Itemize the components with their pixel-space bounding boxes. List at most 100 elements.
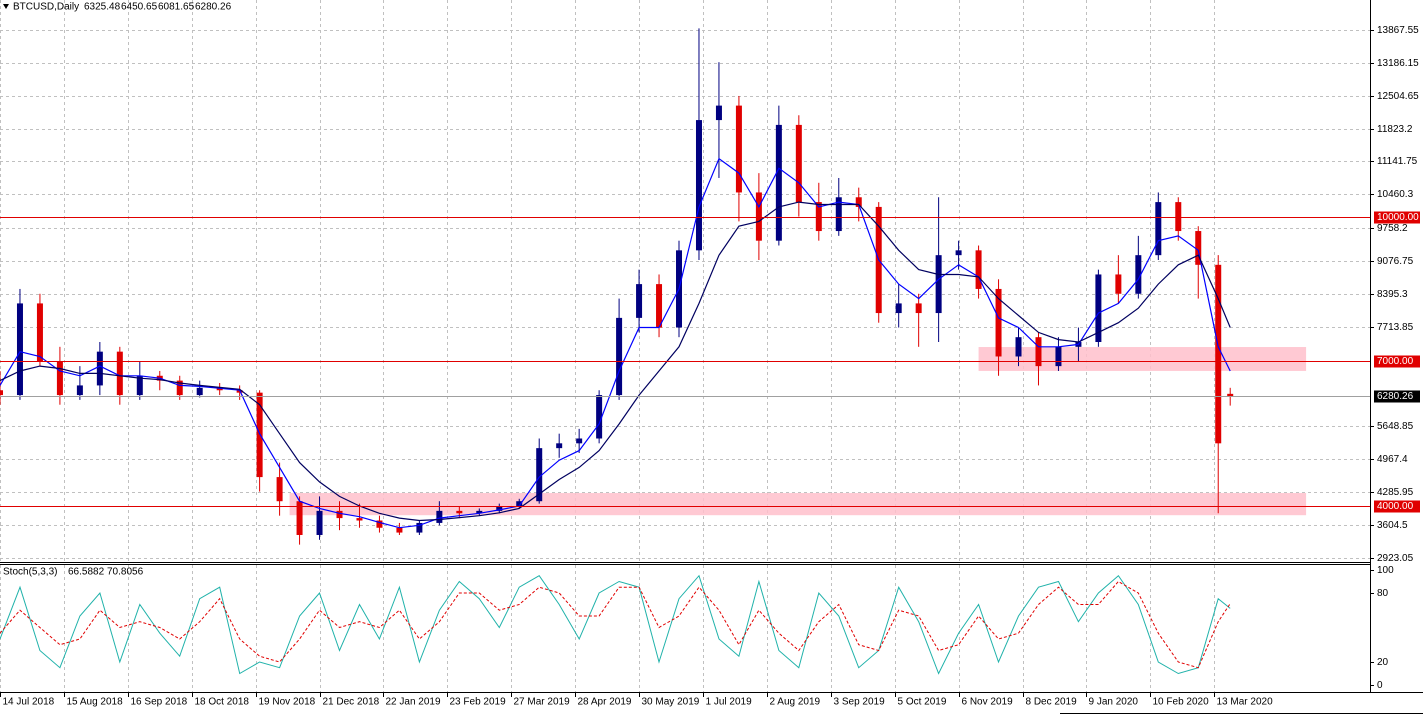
candle-body — [336, 510, 343, 519]
candle-body — [1195, 231, 1202, 265]
candle-body — [0, 390, 3, 396]
candle-body — [396, 527, 403, 533]
candle-body — [915, 303, 922, 314]
candle-body — [416, 522, 423, 533]
y-tick-label: 2923.05 — [1377, 553, 1414, 564]
candle-body — [476, 510, 483, 514]
level-label: 10000.00 — [1377, 212, 1419, 223]
x-tick-label: 2 Aug 2019 — [770, 697, 821, 708]
candle-body — [1215, 264, 1222, 444]
candle-body — [516, 501, 523, 507]
y-tick-label: 11823.2 — [1377, 124, 1413, 135]
y-tick-label: 13867.55 — [1377, 25, 1419, 36]
candle-body — [895, 303, 902, 314]
menu-arrow[interactable] — [3, 4, 9, 9]
candle-body — [755, 192, 762, 241]
ohlc-open: 6325.48 — [84, 2, 121, 13]
y-tick-label: 3604.5 — [1377, 520, 1408, 531]
x-tick-label: 13 Mar 2020 — [1217, 697, 1274, 708]
last-price-label: 6280.26 — [1377, 391, 1414, 402]
y-tick-label: 9076.75 — [1377, 256, 1414, 267]
candle-body — [96, 351, 103, 386]
candle-body — [316, 510, 323, 535]
candle-body — [815, 202, 822, 232]
candle-body — [636, 284, 643, 318]
candle-body — [136, 375, 143, 396]
level-label-box — [1374, 211, 1420, 224]
x-tick-label: 22 Jan 2019 — [386, 697, 441, 708]
moving-average — [0, 157, 1231, 529]
marks — [0, 28, 1234, 545]
level-label-box — [1374, 500, 1420, 513]
x-tick-label: 8 Dec 2019 — [1026, 697, 1078, 708]
x-tick-label: 14 Jul 2018 — [3, 697, 55, 708]
ohlc-high: 6450.65 — [121, 2, 158, 13]
candle-body — [496, 506, 503, 511]
y-tick-label: 8395.3 — [1377, 289, 1408, 300]
candle-body — [176, 380, 183, 396]
x-tick-label: 3 Sep 2019 — [834, 697, 886, 708]
y-tick-label: 10460.3 — [1377, 189, 1414, 200]
y-tick-label: 13186.15 — [1377, 58, 1419, 69]
candle-body — [296, 501, 303, 535]
y-tick-label: 20 — [1377, 657, 1389, 668]
y-tick-label: 11141.75 — [1377, 156, 1418, 167]
x-tick-label: 30 May 2019 — [642, 697, 700, 708]
candle-body — [216, 387, 223, 391]
y-tick-label: 4967.4 — [1377, 454, 1408, 465]
candle-body — [975, 250, 982, 289]
symbol-title: BTCUSD,Daily — [13, 2, 79, 13]
candle-body — [556, 443, 563, 449]
candle-body — [56, 361, 63, 396]
candle-body — [1095, 274, 1102, 343]
level-label: 4000.00 — [1377, 501, 1414, 512]
candle-body — [656, 284, 663, 328]
indicator — [0, 574, 1231, 675]
x-tick-label: 18 Oct 2018 — [195, 697, 250, 708]
candle-body — [76, 385, 83, 396]
y-tick-label: 12504.65 — [1377, 91, 1419, 102]
x-tick-label: 21 Dec 2018 — [323, 697, 380, 708]
oscillator-line — [0, 574, 1231, 675]
last-price-box — [1374, 390, 1420, 403]
level-label-box — [1374, 355, 1420, 368]
candle-body — [596, 395, 603, 439]
candle-body — [1155, 202, 1162, 256]
x-tick-label: 10 Feb 2020 — [1153, 697, 1210, 708]
candle-body — [356, 518, 363, 521]
y-tick-label: 0 — [1377, 680, 1383, 691]
x-tick-label: 28 Apr 2019 — [578, 697, 632, 708]
y-tick-label: 100 — [1377, 565, 1394, 576]
x-tick-label: 16 Sep 2018 — [131, 697, 188, 708]
candle-body — [536, 448, 543, 502]
y-tick-label: 7713.85 — [1377, 322, 1414, 333]
candle-body — [1055, 346, 1062, 367]
indicator-main-value: 66.5882 — [68, 567, 105, 578]
candle-body — [775, 124, 782, 241]
candle-body — [855, 197, 862, 207]
candle-body — [795, 124, 802, 203]
y-tick-label: 80 — [1377, 588, 1389, 599]
candle-body — [1227, 393, 1234, 397]
indicator-signal-value: 70.8056 — [107, 567, 144, 578]
grid — [0, 0, 1370, 692]
candle-body — [456, 510, 463, 514]
y-tick-label: 9758.2 — [1377, 223, 1408, 234]
candle-body — [995, 288, 1002, 357]
candle-body — [1135, 255, 1142, 294]
candle-body — [1015, 337, 1022, 357]
overlay: 10000.00 7000.00 4000.00 6280.26 — [0, 211, 1420, 513]
candle-body — [616, 317, 623, 396]
x-tick-label: 19 Nov 2018 — [259, 697, 316, 708]
ohlc-low: 6081.65 — [158, 2, 195, 13]
x-tick-label: 9 Jan 2020 — [1089, 697, 1139, 708]
candle-body — [576, 438, 583, 444]
x-tick-label: 27 Mar 2019 — [514, 697, 571, 708]
indicator-title: Stoch(5,3,3) — [3, 567, 57, 578]
candle-body — [196, 387, 203, 396]
x-tick-label: 23 Feb 2019 — [450, 697, 507, 708]
candle-body — [16, 303, 23, 396]
candle-body — [735, 105, 742, 193]
